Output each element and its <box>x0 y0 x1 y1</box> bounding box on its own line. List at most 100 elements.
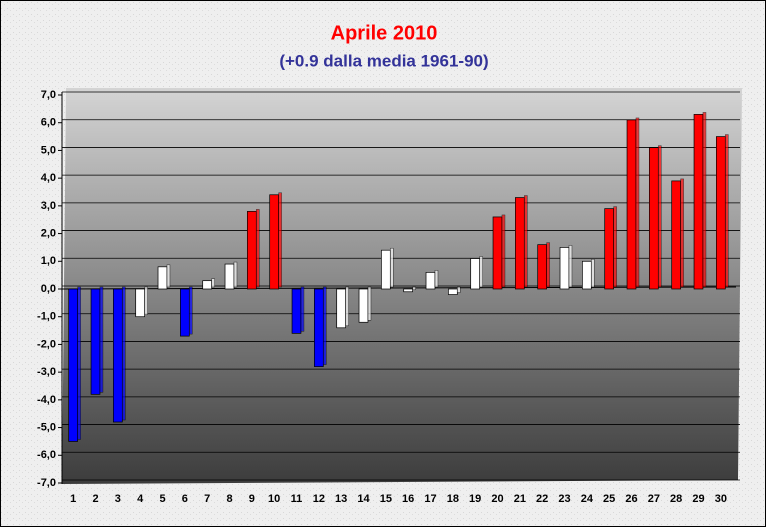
bar-side <box>591 259 595 288</box>
x-tick-label: 21 <box>514 493 526 505</box>
x-tick-label: 17 <box>424 493 436 505</box>
bar <box>448 288 458 295</box>
bar-side <box>546 242 550 288</box>
bar <box>559 247 570 290</box>
y-tick-label: -2,0 <box>37 338 56 350</box>
x-tick-label: 25 <box>603 493 615 505</box>
bar-side <box>457 286 461 293</box>
bar-side <box>278 192 282 288</box>
bar-side <box>568 245 573 288</box>
bar-side <box>211 278 215 288</box>
x-tick-label: 18 <box>447 493 459 505</box>
bar <box>358 288 369 323</box>
bar <box>247 211 257 290</box>
bars <box>68 112 729 442</box>
bar <box>470 258 480 290</box>
bar <box>157 266 168 290</box>
x-tick-label: 4 <box>137 493 144 505</box>
x-tick-label: 24 <box>581 493 594 505</box>
bar <box>381 249 391 290</box>
y-tick-label: 1,0 <box>41 255 56 267</box>
y-tick-label: -4,0 <box>37 394 56 406</box>
x-tick-label: 12 <box>313 493 325 505</box>
bar-side <box>390 247 394 288</box>
zero-line <box>61 286 737 290</box>
x-tick-label: 6 <box>182 493 188 505</box>
x-tick-label: 9 <box>249 493 255 505</box>
bar-side <box>501 214 506 288</box>
y-tick-label: 5,0 <box>41 144 56 156</box>
x-tick-label: 28 <box>670 493 682 505</box>
bar-side <box>725 134 729 288</box>
x-tick-label: 26 <box>625 493 637 505</box>
x-tick-label: 27 <box>648 493 660 505</box>
bar <box>671 180 681 290</box>
y-tick-label: -5,0 <box>37 421 56 433</box>
y-tick-label: 2,0 <box>41 227 56 239</box>
bar-side <box>256 209 260 288</box>
bar <box>604 208 614 290</box>
bar-side <box>323 286 327 365</box>
x-tick-label: 19 <box>469 493 481 505</box>
bar <box>492 216 503 290</box>
bar-side <box>524 195 528 288</box>
x-tick-label: 23 <box>558 493 570 505</box>
labels: 7,0 6,0 5,0 4,0 3,0 2,0 1,0 0,0 -1,0 -2,0 -3,0 -4,0… <box>37 89 727 505</box>
y-tick-label: 0,0 <box>41 283 56 295</box>
bar <box>403 288 413 293</box>
bar-side <box>189 286 193 335</box>
bar-side <box>99 286 104 393</box>
x-tick-label: 11 <box>291 493 303 505</box>
bar <box>135 288 145 318</box>
x-tick-label: 3 <box>115 493 121 505</box>
x-tick-label: 13 <box>335 493 347 505</box>
bar <box>515 197 525 290</box>
bar-side <box>122 286 126 421</box>
bar <box>113 288 123 423</box>
bar-side <box>658 145 662 288</box>
bar <box>291 288 302 334</box>
x-tick-label: 16 <box>402 493 414 505</box>
bar <box>224 263 235 290</box>
bar-side <box>434 270 439 288</box>
bar-side <box>680 178 684 288</box>
x-tick-label: 8 <box>226 493 232 505</box>
bar <box>582 260 592 290</box>
y-tick-label: 3,0 <box>41 200 56 212</box>
bar <box>90 288 101 395</box>
y-tick-label: 6,0 <box>41 117 56 129</box>
x-tick-label: 29 <box>692 493 704 505</box>
bar-side <box>412 286 416 291</box>
bar <box>180 288 190 337</box>
x-tick-label: 14 <box>357 493 370 505</box>
bar <box>537 244 547 290</box>
bar-side <box>702 112 707 288</box>
y-tick-label: -1,0 <box>37 311 56 323</box>
y-tick-label: 4,0 <box>41 172 56 184</box>
bar-side <box>233 261 238 288</box>
x-tick-label: 5 <box>159 493 165 505</box>
bar-side <box>77 286 81 440</box>
x-tick-label: 10 <box>268 493 280 505</box>
bar <box>314 288 324 367</box>
bar-side <box>635 117 640 288</box>
x-tick-label: 1 <box>70 493 76 505</box>
bar-side <box>300 286 305 332</box>
y-tick-label: -6,0 <box>37 449 56 461</box>
bar <box>693 114 704 290</box>
x-tick-label: 15 <box>380 493 392 505</box>
chart-title: Aprile 2010 <box>331 22 438 44</box>
bar-side <box>166 264 171 288</box>
bar <box>336 288 346 329</box>
bar <box>716 136 726 290</box>
x-tick-label: 7 <box>204 493 210 505</box>
x-tick-label: 2 <box>92 493 98 505</box>
bar <box>649 147 659 290</box>
bar-side <box>144 286 148 315</box>
bar <box>68 288 78 442</box>
bar <box>269 194 279 290</box>
bar-side <box>367 286 372 321</box>
bar-side <box>345 286 349 327</box>
bar <box>626 119 637 290</box>
